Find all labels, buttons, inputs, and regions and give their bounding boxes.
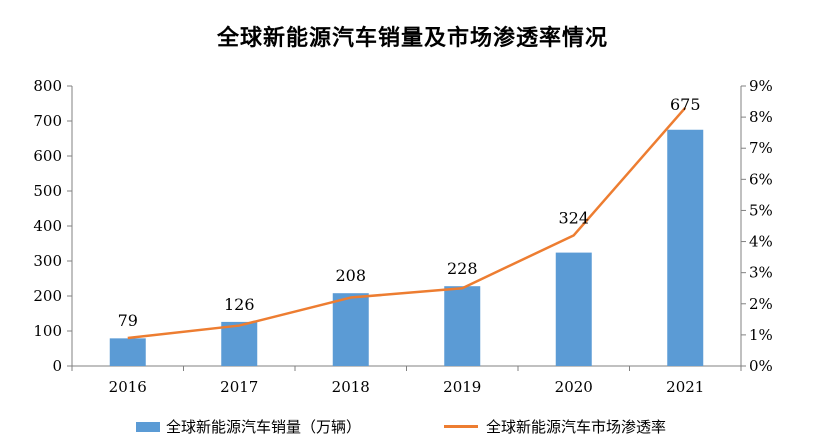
data-label-sales: 324 — [558, 208, 589, 227]
y-right-tick-label: 6% — [749, 170, 773, 188]
legend-label-sales: 全球新能源汽车销量（万辆） — [166, 418, 362, 436]
y-right-tick-label: 9% — [749, 77, 773, 95]
y-left-tick-label: 400 — [33, 217, 62, 235]
y-left-tick-label: 600 — [33, 147, 62, 165]
legend-item-sales: 全球新能源汽车销量（万辆） — [136, 416, 361, 437]
x-tick-label: 2021 — [666, 378, 704, 396]
y-left-tick-label: 800 — [33, 77, 62, 95]
y-left-tick-label: 700 — [33, 112, 62, 130]
bar-sales-2016 — [109, 338, 146, 366]
bar-sales-2019 — [444, 286, 481, 366]
x-tick-label: 2016 — [109, 378, 147, 396]
y-right-tick-label: 8% — [749, 108, 773, 126]
combo-chart: 0 100 200 300 400 500 600 700 800 0% 1% 2% 3% 4% 5% 6% 7… — [33, 77, 773, 396]
y-right-tick-label: 3% — [749, 264, 773, 282]
bar-sales-2017 — [221, 321, 258, 366]
y-left-tick-label: 500 — [33, 182, 62, 200]
y-left-tick-label: 0 — [52, 357, 62, 375]
x-tick-label: 2018 — [332, 378, 370, 396]
bar-sales-2018 — [332, 293, 369, 366]
x-tick-label: 2020 — [555, 378, 593, 396]
data-label-sales: 228 — [447, 259, 478, 278]
legend-swatch-bar — [136, 421, 160, 432]
legend: 全球新能源汽车销量（万辆） 全球新能源汽车市场渗透率 — [0, 416, 825, 442]
y-right-tick-label: 2% — [749, 295, 773, 313]
x-tick-label: 2019 — [443, 378, 481, 396]
line-penetration — [127, 106, 687, 340]
y-left-tick-label: 200 — [33, 287, 62, 305]
y-right-tick-label: 4% — [749, 233, 773, 251]
y-right-tick-label: 1% — [749, 326, 773, 344]
data-label-sales: 208 — [335, 266, 366, 285]
y-left-tick-label: 100 — [33, 322, 62, 340]
y-right-tick-label: 7% — [749, 139, 773, 157]
x-tick-label: 2017 — [220, 378, 258, 396]
legend-label-penetration: 全球新能源汽车市场渗透率 — [486, 418, 667, 436]
y-right-tick-label: 0% — [749, 357, 773, 375]
data-label-sales: 675 — [670, 95, 701, 114]
y-right-tick-label: 5% — [749, 201, 773, 219]
bar-sales-2020 — [555, 252, 592, 366]
legend-swatch-line — [444, 425, 478, 428]
data-label-sales: 79 — [118, 311, 138, 330]
chart-title: 全球新能源汽车销量及市场渗透率情况 — [216, 26, 608, 51]
legend-item-penetration: 全球新能源汽车市场渗透率 — [444, 416, 666, 437]
y-left-tick-label: 300 — [33, 252, 62, 270]
bar-sales-2021 — [667, 129, 704, 366]
data-label-sales: 126 — [224, 295, 255, 314]
